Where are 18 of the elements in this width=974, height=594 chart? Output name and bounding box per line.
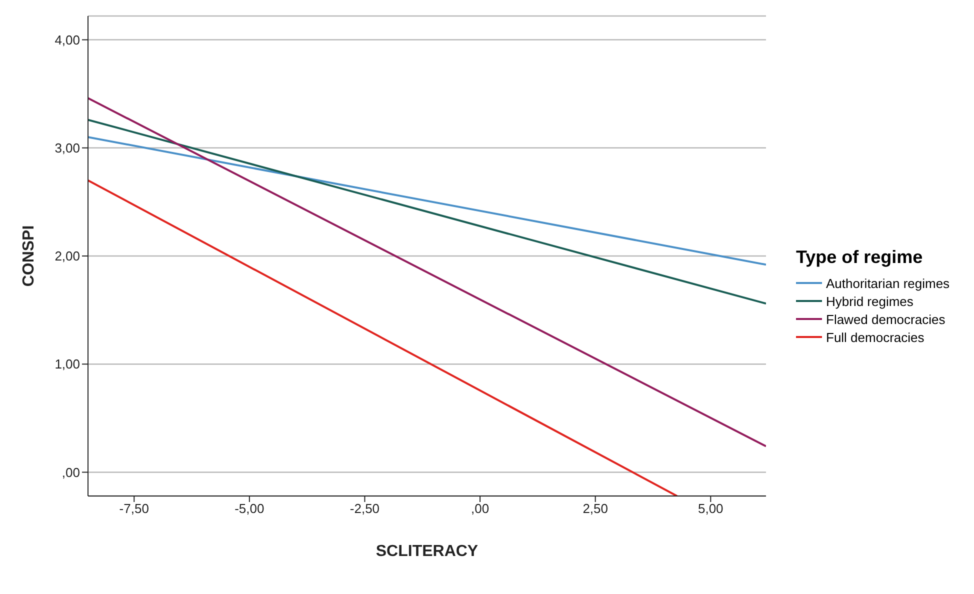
x-tick-label: 5,00 <box>698 501 724 516</box>
legend-title: Type of regime <box>796 246 924 268</box>
y-tick-label: 1,00 <box>54 356 80 372</box>
legend-label: Hybrid regimes <box>826 294 914 308</box>
y-axis-title: CONSPI <box>20 225 38 287</box>
x-axis-title: SCLITERACY <box>376 543 478 560</box>
x-tick-label: ,00 <box>471 501 490 516</box>
legend-label: Authoritarian regimes <box>826 276 950 290</box>
y-tick-label: 2,00 <box>54 248 80 264</box>
legend-label: Flawed democracies <box>826 312 946 326</box>
y-tick-label: 4,00 <box>54 32 80 48</box>
x-tick-label: -7,50 <box>119 501 149 516</box>
legend-label: Full democracies <box>826 330 924 344</box>
x-tick-label: -2,50 <box>350 501 380 516</box>
y-tick-label: ,00 <box>62 464 80 480</box>
x-tick-label: 2,50 <box>582 501 608 516</box>
y-tick-label: 3,00 <box>54 140 80 156</box>
x-tick-label: -5,00 <box>234 501 264 516</box>
